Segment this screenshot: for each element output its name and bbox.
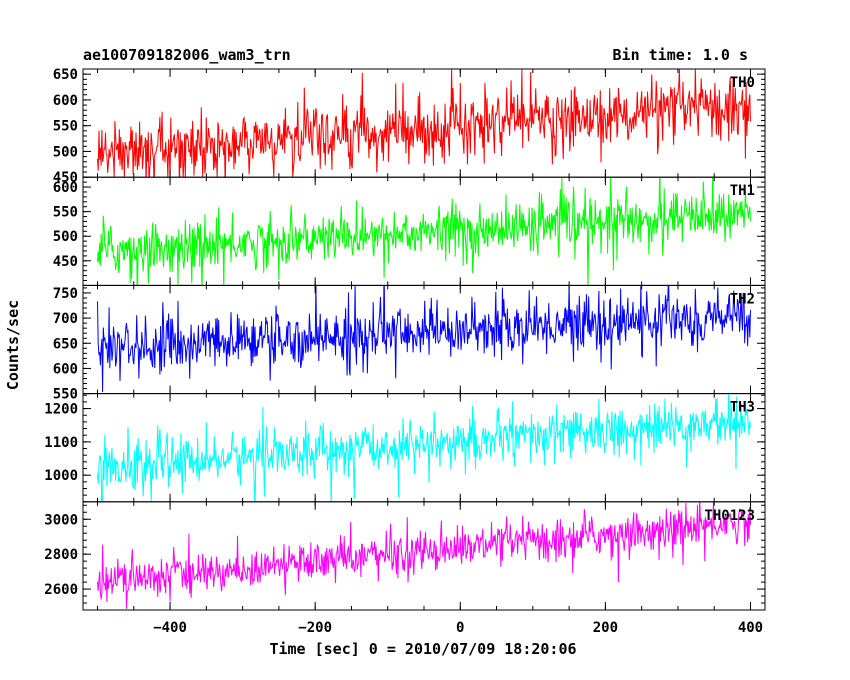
panel-th1: 450 500 550 600 TH1 [53,176,766,286]
panel-th0123: 2600 2800 3000 TH0123 [44,501,766,611]
y-tick-label: 3000 [44,512,78,528]
chart-title: ae100709182006_wam3_trn [83,46,291,64]
y-tick-label: 1100 [44,435,78,451]
y-tick-label: 1000 [44,468,78,484]
panel-th3: 1000 1100 1200 TH3 [44,393,766,503]
x-tick-label: −200 [298,620,332,636]
y-tick-label: 1200 [44,402,78,418]
panel-label-th2: TH2 [730,291,755,307]
y-tick-label: 550 [53,119,78,135]
series-line-th3 [97,393,751,502]
x-tick-label: 400 [738,620,763,636]
series-line-th2 [97,285,751,393]
y-tick-label: 650 [53,67,78,83]
y-tick-label: 600 [53,93,78,109]
bin-time-label: Bin time: 1.0 s [613,46,748,64]
series-line-th0 [97,69,751,178]
y-axis-label: Counts/sec [4,300,22,390]
panel-th2: 550 600 650 700 750 TH2 [53,284,766,403]
y-tick-label: 450 [53,170,78,186]
series-line-th0123 [97,501,751,609]
y-tick-label: 2800 [44,547,78,563]
x-tick-label: 200 [593,620,618,636]
panels-group: 450 500 550 600 650 TH0 450 500 550 600 TH1 550 600 6… [44,67,766,636]
y-tick-label: 450 [53,254,78,270]
panel-frame [82,501,766,611]
y-tick-label: 600 [53,361,78,377]
y-tick-label: 600 [53,180,78,196]
series-line-th1 [97,177,751,286]
panel-label-th3: TH3 [730,400,755,416]
panel-th0: 450 500 550 600 650 TH0 [53,67,766,186]
y-tick-label: 550 [53,387,78,403]
y-tick-label: 550 [53,205,78,221]
panel-label-th0: TH0 [730,75,755,91]
y-tick-label: 700 [53,311,78,327]
y-tick-label: 750 [53,286,78,302]
y-tick-label: 2600 [44,582,78,598]
x-tick-label: 0 [456,620,464,636]
panel-label-th0123: TH0123 [704,508,755,524]
y-tick-label: 500 [53,144,78,160]
x-axis-label: Time [sec] 0 = 2010/07/09 18:20:06 [269,640,576,658]
x-tick-label: −400 [153,620,187,636]
y-tick-label: 650 [53,336,78,352]
panel-label-th1: TH1 [730,183,755,199]
y-tick-label: 500 [53,229,78,245]
